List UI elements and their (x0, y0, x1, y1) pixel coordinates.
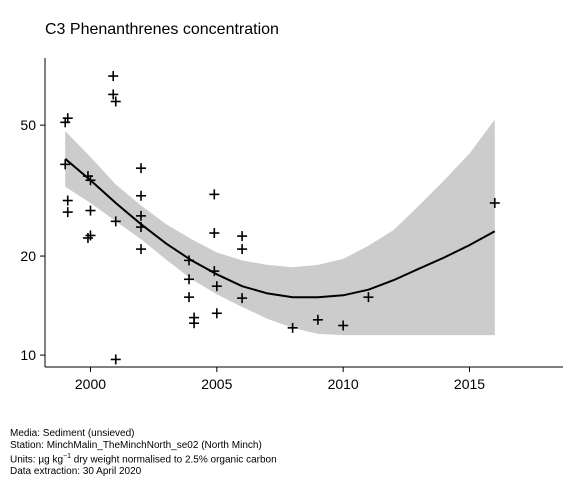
data-point (85, 205, 96, 216)
data-point (136, 210, 147, 221)
data-point (209, 228, 220, 239)
x-tick-label: 2010 (328, 376, 359, 392)
data-point (338, 320, 349, 331)
chart-footer: Media: Sediment (unsieved) Station: Minc… (10, 428, 277, 477)
confidence-band (65, 119, 495, 336)
data-point (136, 222, 147, 233)
data-point (184, 274, 195, 285)
y-tick-label: 50 (20, 117, 36, 133)
data-point (209, 189, 220, 200)
data-point (189, 318, 200, 329)
data-point (62, 207, 73, 218)
trend-line (64, 158, 496, 299)
y-tick-label: 20 (20, 248, 36, 264)
data-points-layer (60, 71, 500, 365)
data-point (136, 190, 147, 201)
data-point (62, 195, 73, 206)
data-point (110, 354, 121, 365)
x-tick-label: 2005 (201, 376, 232, 392)
data-point (108, 89, 119, 100)
data-point (82, 232, 93, 243)
units-prefix: Units: µg kg (10, 454, 64, 466)
data-point (60, 117, 71, 128)
data-point (211, 281, 222, 292)
data-point (489, 197, 500, 208)
data-point (184, 292, 195, 303)
x-tick-label: 2000 (75, 376, 106, 392)
data-point (209, 266, 220, 277)
data-point (312, 314, 323, 325)
data-point (363, 292, 374, 303)
data-point (237, 244, 248, 255)
data-point (85, 230, 96, 241)
data-point (211, 308, 222, 319)
media-note: Media: Sediment (unsieved) (10, 428, 135, 439)
units-suffix: dry weight normalised to 2.5% organic ca… (71, 454, 277, 466)
x-tick-label: 2015 (454, 376, 485, 392)
trend-line-layer (64, 158, 496, 299)
data-point (136, 244, 147, 255)
y-tick-label: 10 (20, 347, 36, 363)
axes: 2000 2005 2010 2015 10 20 50 (20, 58, 563, 392)
data-point (184, 255, 195, 266)
data-point (82, 171, 93, 182)
data-point (108, 71, 119, 82)
data-point (237, 231, 248, 242)
station-note: Station: MinchMalin_TheMinchNorth_se02 (… (10, 439, 262, 451)
data-point (85, 175, 96, 186)
data-point (110, 96, 121, 107)
data-point (60, 159, 71, 170)
data-point (62, 113, 73, 124)
units-note: Units: µg kg−1 dry weight normalised to … (10, 451, 277, 466)
data-point (110, 216, 121, 227)
chart: C3 Phenanthrenes concentration 2000 2005 2… (20, 21, 563, 392)
units-exponent: −1 (63, 453, 71, 460)
chart-title: C3 Phenanthrenes concentration (45, 21, 279, 38)
confidence-band-layer (65, 119, 495, 336)
data-point (237, 293, 248, 304)
data-point (287, 322, 298, 333)
data-point (136, 163, 147, 174)
extraction-note: Data extraction: 30 April 2020 (10, 465, 142, 477)
